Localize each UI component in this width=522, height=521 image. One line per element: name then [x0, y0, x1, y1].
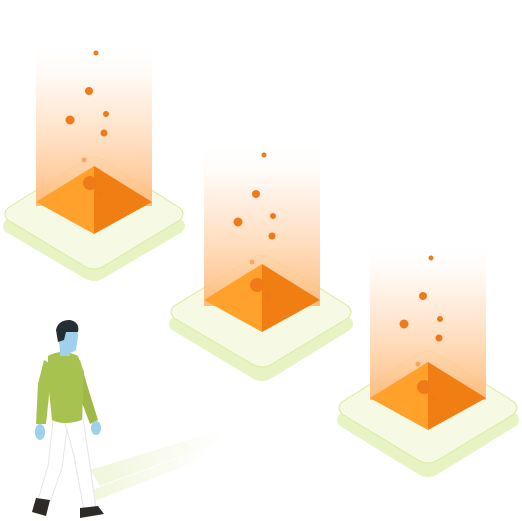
particles	[65, 50, 109, 196]
pyramid-right-face	[428, 362, 486, 430]
pyramid-right-face	[262, 264, 320, 332]
pyramid-left-face	[204, 264, 262, 332]
walking-person	[32, 320, 104, 518]
person-left-hand	[35, 424, 45, 440]
person-shoe-front	[80, 506, 104, 518]
person-sweater	[48, 352, 84, 423]
pyramid-left-face	[370, 362, 428, 430]
glow-platform-3	[337, 240, 519, 477]
glow-platform-2	[169, 140, 353, 381]
person-right-hand	[91, 421, 101, 435]
particles	[399, 255, 443, 401]
particles	[233, 152, 276, 299]
glow-platform-1	[3, 40, 185, 281]
person-front-leg	[61, 411, 97, 511]
pyramid-right-face	[94, 166, 152, 234]
person-shoe-back	[32, 498, 50, 516]
person-hair	[56, 320, 79, 342]
pyramid-left-face	[36, 166, 94, 234]
ground-shadow	[86, 432, 225, 502]
